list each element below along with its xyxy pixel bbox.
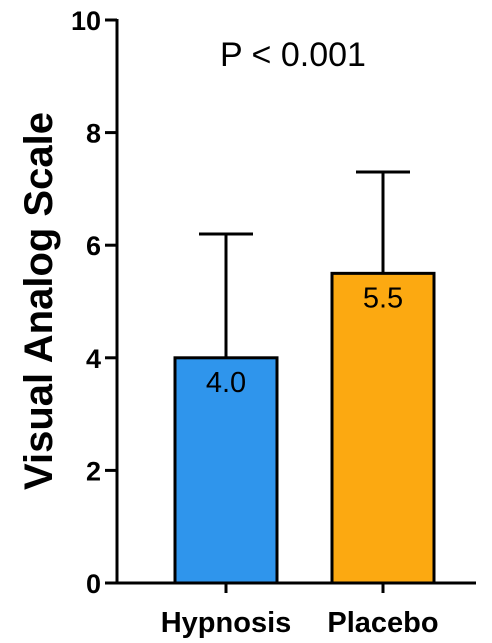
bar-value-label: 5.5 xyxy=(363,282,403,314)
y-tick-label: 10 xyxy=(71,6,101,36)
y-tick-label: 0 xyxy=(86,569,101,599)
y-tick-label: 8 xyxy=(86,119,101,149)
bar-placebo xyxy=(330,271,436,585)
x-category-label: Hypnosis xyxy=(161,607,292,639)
y-axis: 0 2 4 6 8 10 xyxy=(71,6,119,599)
y-tick-label: 2 xyxy=(86,456,101,486)
bars: 4.0 5.5 xyxy=(173,170,436,585)
bar-value-label: 4.0 xyxy=(206,367,246,399)
y-tick-label: 4 xyxy=(86,344,101,374)
x-axis: Hypnosis Placebo xyxy=(115,581,476,639)
y-tick-label: 6 xyxy=(86,231,101,261)
y-axis-title: Visual Analog Scale xyxy=(17,112,61,490)
bar-hypnosis xyxy=(173,356,279,585)
significance-annotation: P < 0.001 xyxy=(220,36,366,74)
x-category-label: Placebo xyxy=(327,607,438,639)
